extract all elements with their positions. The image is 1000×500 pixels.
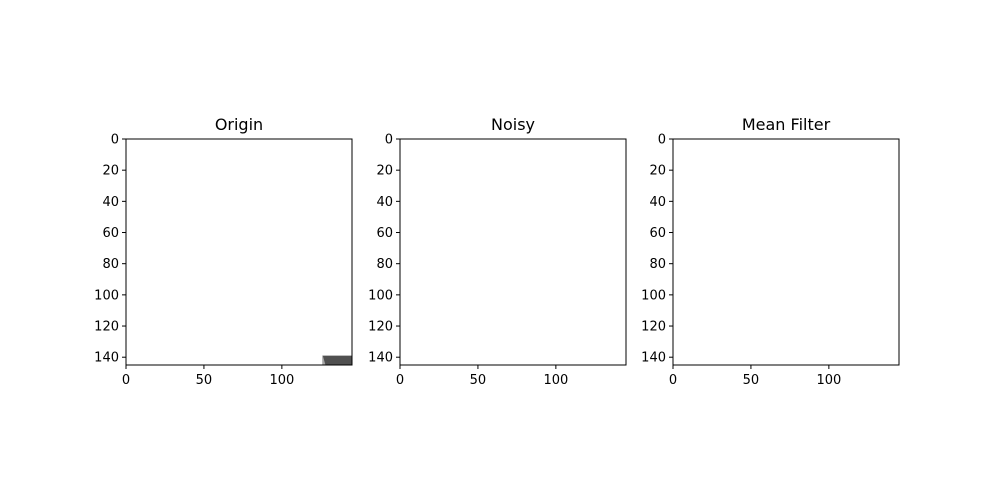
y-tick-label: 40 <box>102 195 119 210</box>
x-tick-label: 50 <box>196 373 213 388</box>
panel-title: Noisy <box>491 115 535 134</box>
x-tick-label: 0 <box>396 373 404 388</box>
y-tick-label: 60 <box>376 226 393 241</box>
x-tick-label: 100 <box>816 373 841 388</box>
y-tick-label: 100 <box>641 288 666 303</box>
y-tick-label: 20 <box>102 164 119 179</box>
y-tick-label: 40 <box>376 195 393 210</box>
y-tick-label: 140 <box>94 351 119 366</box>
x-tick-label: 50 <box>743 373 760 388</box>
y-tick-label: 120 <box>368 320 393 335</box>
y-tick-label: 0 <box>385 133 393 148</box>
y-tick-label: 140 <box>641 351 666 366</box>
y-tick-label: 100 <box>94 288 119 303</box>
panel-noisy: Noisy 0 50 100 0 20 40 60 80 100 120 140 <box>368 115 627 388</box>
axes-frame-mean-filter <box>672 138 900 366</box>
y-tick-label: 60 <box>649 226 666 241</box>
y-tick-label: 40 <box>649 195 666 210</box>
y-tick-label: 120 <box>94 320 119 335</box>
x-tick-label: 0 <box>122 373 130 388</box>
x-tick-label: 0 <box>669 373 677 388</box>
panel-title: Origin <box>215 115 263 134</box>
image-mean-filter <box>673 139 899 365</box>
x-tick-label: 100 <box>543 373 568 388</box>
image-origin <box>322 355 352 366</box>
y-tick-label: 20 <box>376 164 393 179</box>
y-tick-label: 0 <box>111 133 119 148</box>
panel-origin: Origin 0 50 100 0 20 40 60 80 100 120 140 <box>94 115 353 388</box>
y-tick-label: 120 <box>641 320 666 335</box>
y-tick-label: 80 <box>102 257 119 272</box>
y-tick-label: 20 <box>649 164 666 179</box>
y-tick-label: 80 <box>649 257 666 272</box>
panel-title: Mean Filter <box>742 115 831 134</box>
x-tick-label: 50 <box>470 373 487 388</box>
panel-mean-filter: Mean Filter 0 50 100 0 20 40 60 80 100 120 140 <box>641 115 900 388</box>
y-tick-label: 60 <box>102 226 119 241</box>
x-tick-label: 100 <box>269 373 294 388</box>
axes-frame-origin <box>125 138 353 366</box>
y-tick-label: 80 <box>376 257 393 272</box>
image-noisy <box>400 139 626 365</box>
y-tick-label: 140 <box>368 351 393 366</box>
y-tick-label: 100 <box>368 288 393 303</box>
y-tick-label: 0 <box>658 133 666 148</box>
axes-frame-noisy <box>399 138 627 366</box>
